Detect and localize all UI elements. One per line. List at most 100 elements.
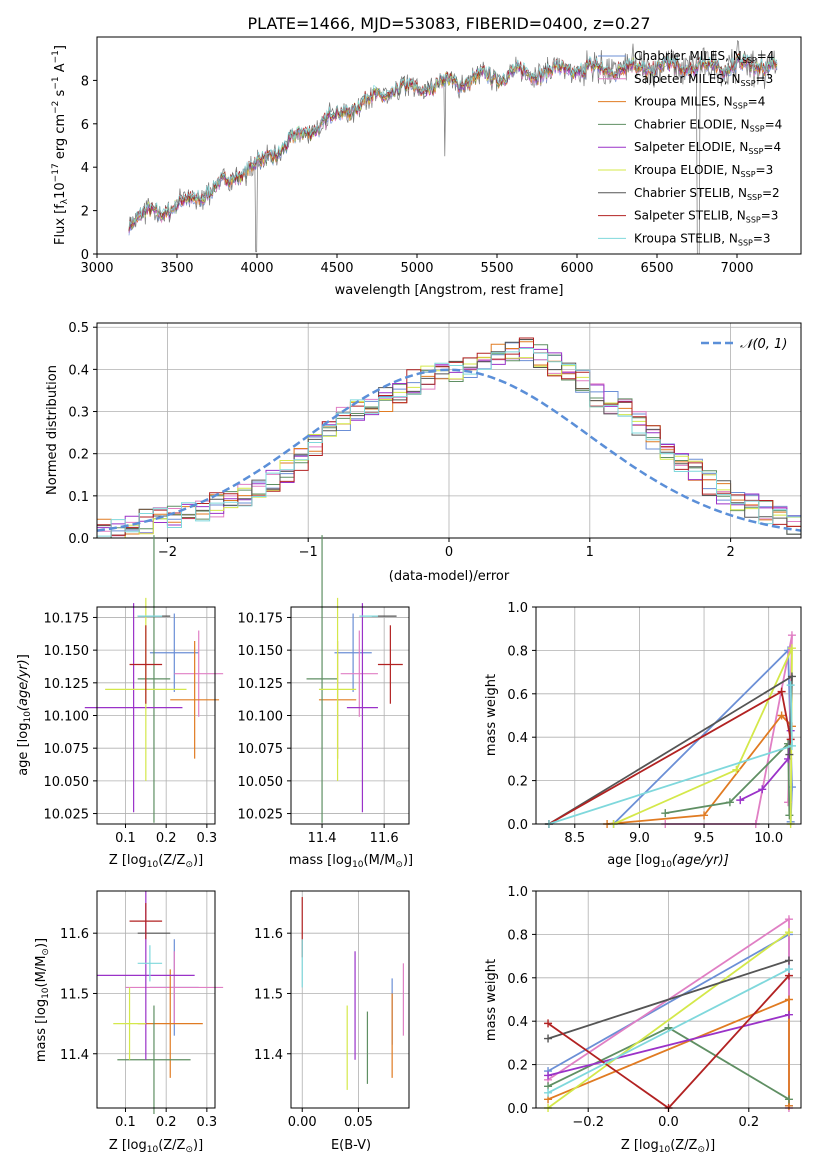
y-tick-label: 11.6 — [254, 927, 283, 942]
weight-marker — [787, 741, 796, 750]
y-tick-label: 0.4 — [507, 1015, 528, 1030]
z-mass-grid — [97, 891, 215, 1108]
y-tick-label: 10.050 — [238, 775, 284, 790]
y-tick-label: 10.050 — [44, 775, 90, 790]
x-tick-label: 5000 — [400, 261, 433, 276]
weight-marker — [544, 1088, 553, 1097]
x-tick-label: −2 — [158, 545, 177, 560]
x-tick-label: 0.3 — [197, 831, 218, 846]
y-tick-label: 0.8 — [507, 928, 528, 943]
y-tick-label: 1.0 — [507, 601, 528, 616]
x-tick-label: −1 — [299, 545, 318, 560]
weight-z-axes: −0.2 0.0 0.2 0.0 0.2 0.4 0.6 0.8 1.0 — [507, 885, 759, 1130]
y-tick-label: 0.4 — [507, 731, 528, 746]
x-tick-label: 4000 — [240, 261, 273, 276]
weight-z-panel: −0.2 0.0 0.2 0.0 0.2 0.4 0.6 0.8 1.0 Z [log10(Z/… — [484, 885, 802, 1155]
weight-marker — [784, 965, 793, 974]
y-tick-label: 4 — [81, 161, 89, 176]
x-tick-label: 11.6 — [370, 831, 399, 846]
y-tick-label: 0.2 — [507, 775, 528, 790]
x-tick-label: 1 — [586, 545, 594, 560]
weight-marker — [777, 711, 786, 720]
model-spectrum-line — [128, 53, 778, 232]
x-tick-label: 11.4 — [308, 831, 337, 846]
y-tick-label: 0.0 — [507, 1102, 528, 1117]
weight-marker — [787, 644, 796, 653]
x-tick-label: 0.05 — [344, 1115, 373, 1130]
weight-age-lines — [544, 631, 796, 828]
z-mass-ylabel: mass [log10(M/M⊙)] — [34, 938, 51, 1062]
weight-marker — [784, 995, 793, 1004]
weight-marker — [544, 1071, 553, 1080]
residual-panel: −2 −1 0 1 2 0.0 0.1 0.2 0.3 0.4 0.5 𝒩(0, 1) (data-… — [45, 321, 802, 584]
x-tick-label: 3000 — [80, 261, 113, 276]
spectrum-series — [128, 39, 778, 255]
weight-marker — [777, 687, 786, 696]
residual-axes: −2 −1 0 1 2 0.0 0.1 0.2 0.3 0.4 0.5 — [68, 321, 734, 560]
spectrum-ylabel: Flux [fλ10−17 erg cm−2 s−1 A−1] — [51, 45, 70, 245]
weight-age-xlabel: age [log10(age/yr)] — [607, 853, 729, 870]
spectrum-xlabel: wavelength [Angstrom, rest frame] — [335, 283, 564, 298]
weight-marker — [785, 750, 794, 759]
x-tick-label: 5500 — [480, 261, 513, 276]
z-age-panel: 0.1 0.2 0.3 10.025 10.050 10.075 10.100 10.125 1… — [16, 535, 224, 870]
y-tick-label: 8 — [81, 74, 89, 89]
weight-marker — [784, 1010, 793, 1019]
spectrum-axes: 3000 3500 4000 4500 5000 5500 6000 6500 7000 0 2 4 6… — [80, 74, 753, 276]
weight-line — [547, 931, 790, 1109]
y-tick-label: 0.0 — [507, 818, 528, 833]
ebv-mass-panel: 0.00 0.05 11.4 11.5 11.6 E(B-V) — [254, 890, 410, 1153]
y-tick-label: 2 — [81, 205, 89, 220]
weight-marker — [725, 798, 734, 807]
spectrum-frame — [96, 36, 802, 255]
weight-age-ylabel: mass weight — [484, 674, 499, 756]
y-tick-label: 10.075 — [238, 742, 284, 757]
y-tick-label: 10.150 — [238, 644, 284, 659]
mass-age-points — [306, 535, 403, 823]
legend-label: Kroupa ELODIE, NSSP=3 — [634, 163, 773, 179]
legend-label: Kroupa MILES, NSSP=4 — [634, 95, 765, 111]
x-tick-label: 4500 — [320, 261, 353, 276]
residual-legend: 𝒩(0, 1) — [701, 337, 787, 352]
weight-z-ylabel: mass weight — [484, 959, 499, 1041]
x-tick-label: 10.0 — [754, 831, 783, 846]
weight-line — [665, 741, 791, 816]
weight-marker — [784, 928, 793, 937]
z-age-points — [84, 535, 224, 823]
spectrum-panel: 3000 3500 4000 4500 5000 5500 6000 6500 7000 0 2 4 6… — [51, 36, 802, 298]
legend-label: Chabrier MILES, NSSP=4 — [634, 49, 774, 65]
x-tick-label: 9.0 — [629, 831, 650, 846]
y-tick-label: 0.2 — [68, 448, 89, 463]
y-tick-label: 11.4 — [254, 1048, 283, 1063]
mass-age-panel: 11.4 11.6 10.025 10.050 10.075 10.100 10.125 10… — [238, 535, 413, 870]
weight-age-frame — [535, 606, 802, 825]
weight-marker — [758, 785, 767, 794]
histogram-step — [96, 348, 802, 538]
y-tick-label: 0.6 — [507, 972, 528, 987]
residual-grid — [97, 323, 801, 539]
weight-marker — [784, 956, 793, 965]
legend-label: Salpeter MILES, NSSP=3 — [634, 72, 773, 88]
figure-title: PLATE=1466, MJD=53083, FIBERID=0400, z=0… — [247, 14, 650, 33]
histogram-step — [97, 352, 802, 539]
y-tick-label: 11.5 — [254, 987, 283, 1002]
weight-marker — [784, 915, 793, 924]
x-tick-label: 8.5 — [564, 831, 585, 846]
weight-marker — [786, 735, 795, 744]
z-mass-points — [97, 891, 224, 1115]
x-tick-label: 6500 — [640, 261, 673, 276]
mass-age-grid — [291, 607, 409, 824]
x-tick-label: 0.1 — [115, 831, 136, 846]
y-tick-label: 0.0 — [68, 532, 89, 547]
y-tick-label: 10.125 — [238, 677, 284, 692]
weight-line — [547, 1013, 790, 1077]
residual-ylabel: Normed distribution — [45, 365, 60, 495]
z-mass-axes: 0.1 0.2 0.3 11.4 11.5 11.6 — [60, 927, 217, 1130]
z-mass-frame — [96, 890, 216, 1109]
legend-label: Salpeter ELODIE, NSSP=4 — [634, 140, 781, 156]
weight-line — [547, 959, 790, 1040]
residual-xlabel: (data-model)/error — [389, 569, 510, 584]
y-tick-label: 10.100 — [44, 710, 90, 725]
weight-marker — [700, 811, 709, 820]
weight-marker — [786, 681, 795, 690]
